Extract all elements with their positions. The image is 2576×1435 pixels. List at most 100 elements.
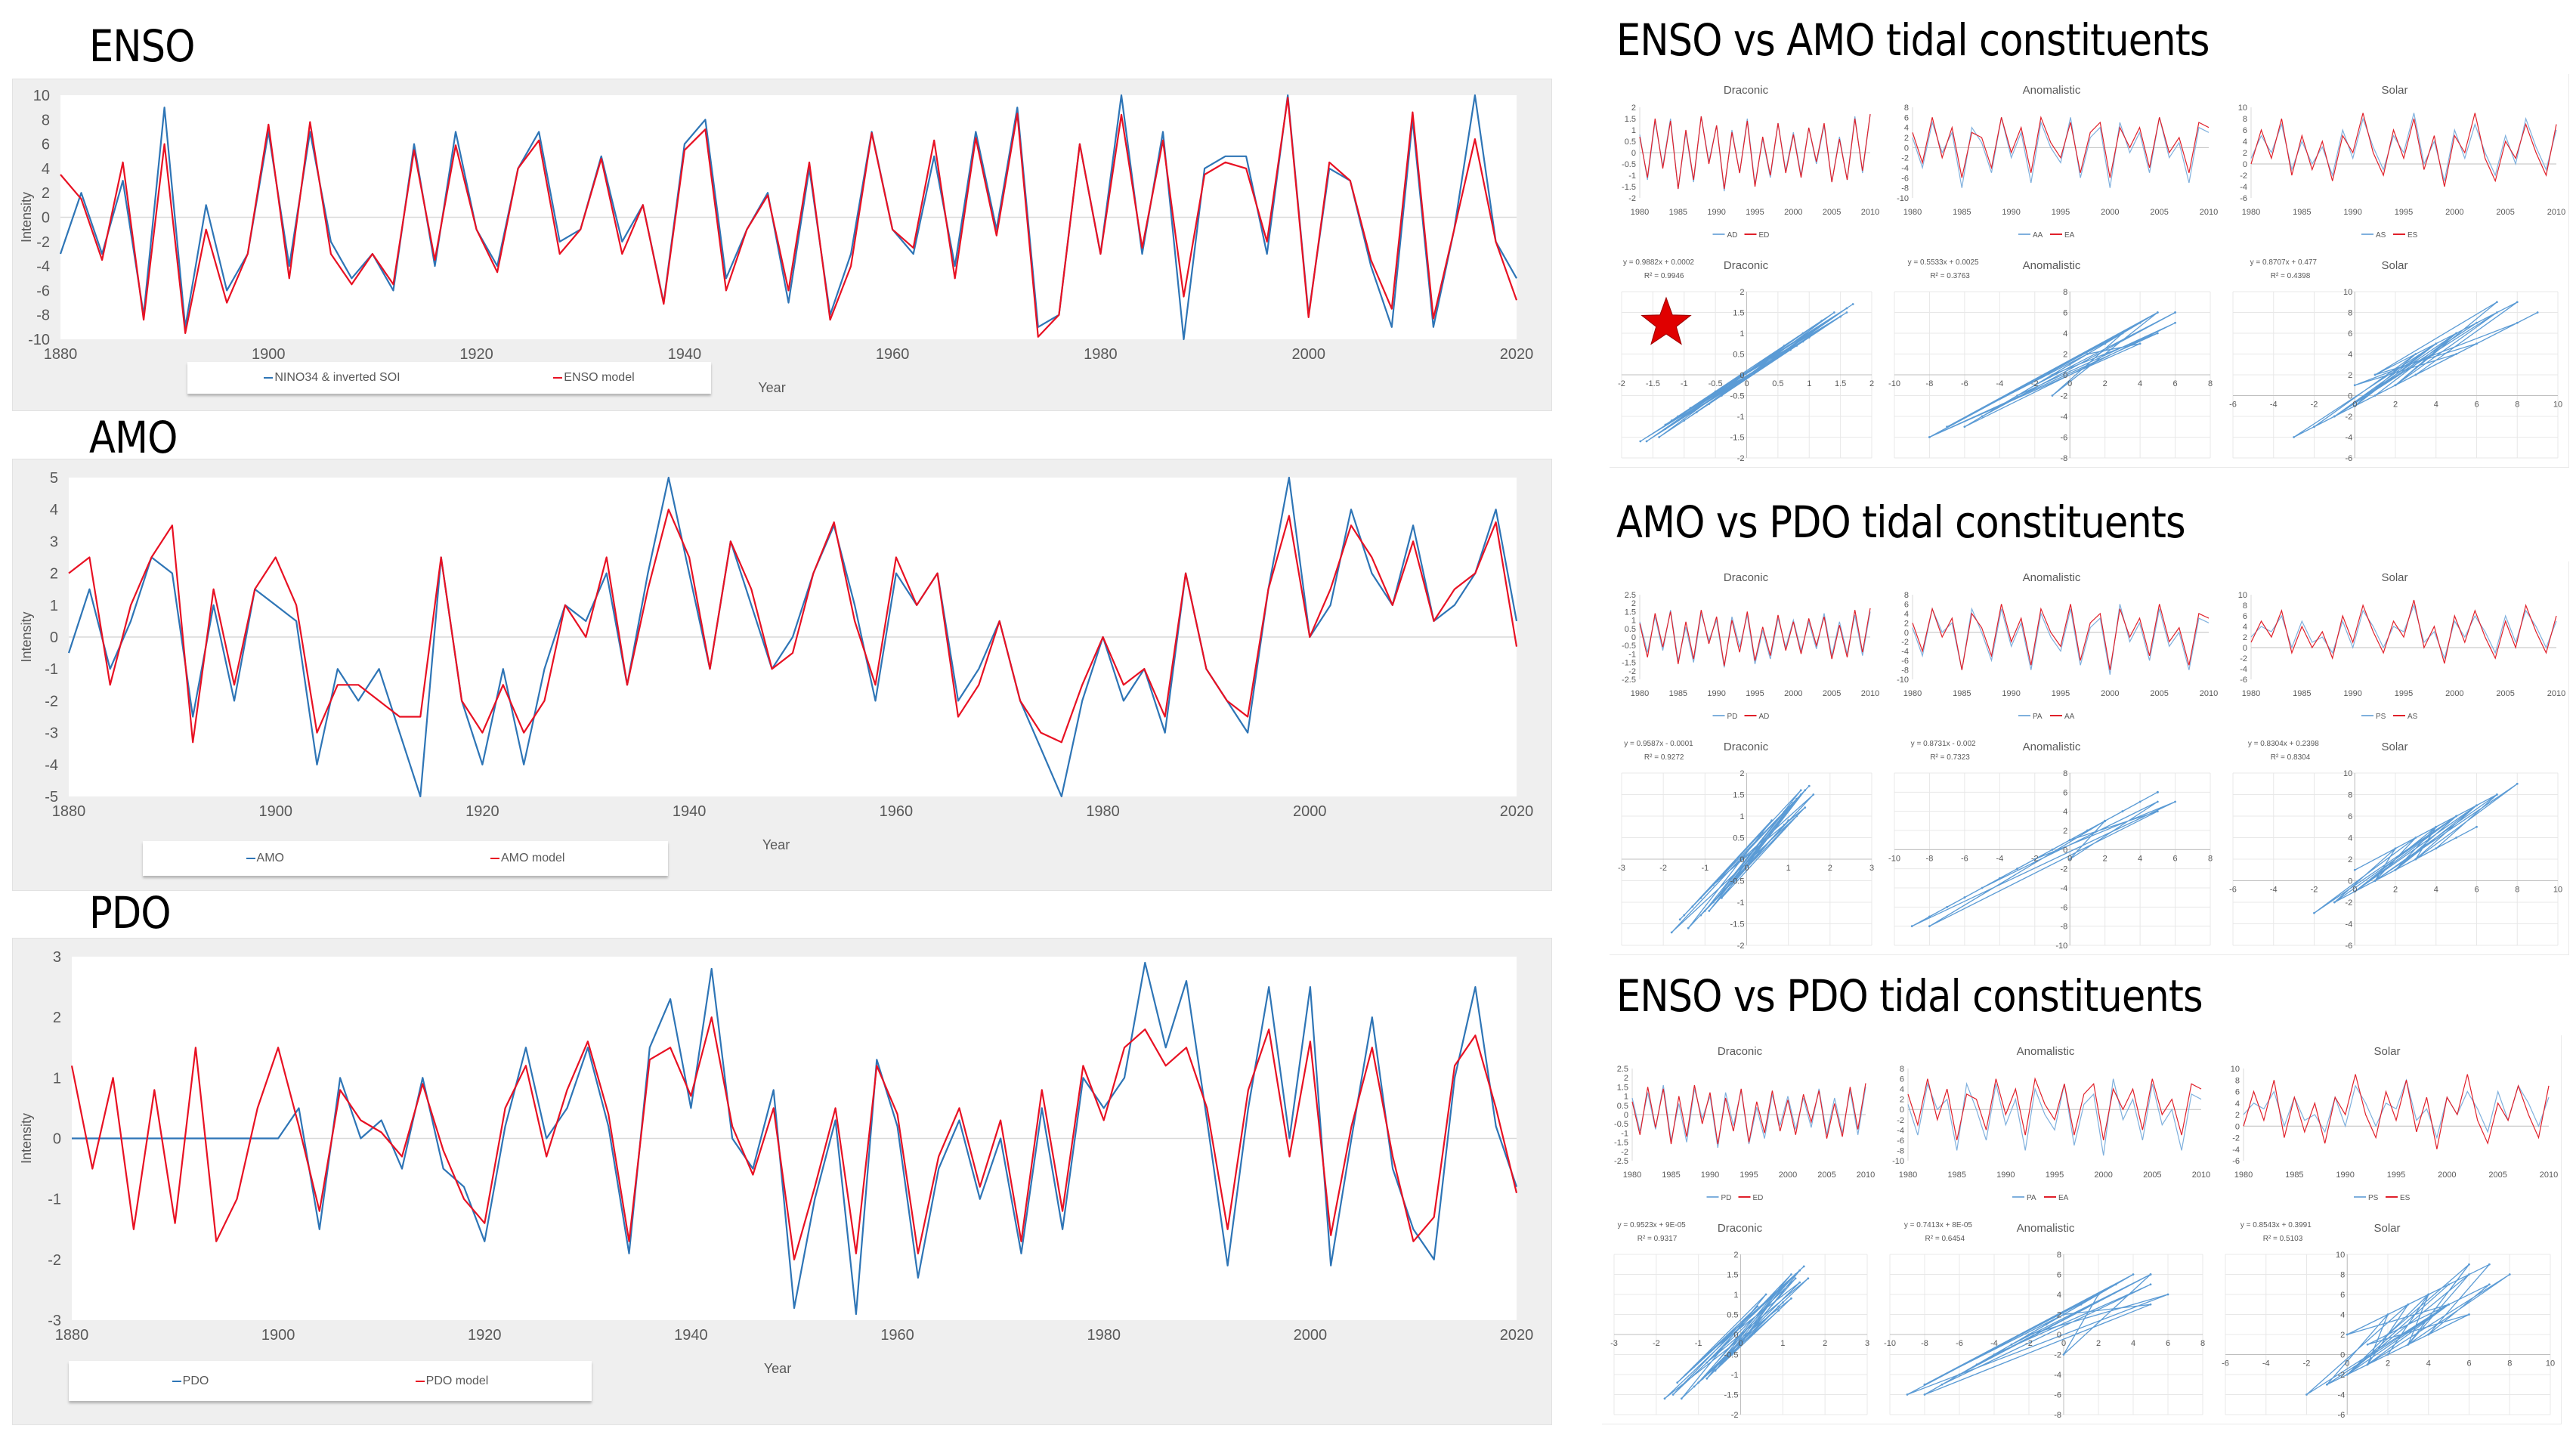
y-tick-label: 10 (33, 88, 50, 104)
y-tick-label: 0 (1631, 149, 1636, 158)
x-tick-label: 1995 (2387, 1171, 2405, 1180)
y-tick-label: 4 (2063, 808, 2067, 817)
scatter-point (1770, 819, 1773, 822)
scatter-point (1712, 901, 1715, 904)
scatter-point (1670, 931, 1673, 934)
x-tick-label: -8 (1921, 1339, 1928, 1348)
y-tick-label: 4 (2057, 1291, 2061, 1300)
r-squared: R² = 0.9272 (1644, 753, 1684, 762)
x-tick-label: 1880 (44, 346, 78, 363)
scatter-point (1923, 1393, 1926, 1396)
x-tick-label: 1985 (2293, 208, 2311, 217)
y-tick-label: -1 (1731, 1371, 1739, 1380)
trendline-equation: y = 0.5533x + 0.0025 (1908, 258, 1979, 267)
y-tick-label: 8 (2057, 1251, 2061, 1260)
amo-pdo-anomalistic-scatter: y = 0.8731x - 0.002 R² = 0.7323 Anomalisti… (1882, 729, 2222, 955)
scatter-point (2068, 363, 2071, 366)
scatter-point (1812, 793, 1815, 796)
y-tick-label: -10 (2055, 942, 2067, 951)
y-axis-label: Intensity (19, 611, 34, 662)
x-tick-label: 3 (1865, 1339, 1869, 1348)
amo-pdo-solar-scatter: y = 0.8304x + 0.2398 R² = 0.8304 Solar -6 -4… (2221, 729, 2569, 955)
y-tick-label: -2 (1628, 667, 1636, 676)
scatter-point (2313, 911, 2315, 914)
y-tick-label: 0 (2348, 877, 2352, 886)
scatter-point (2068, 858, 2071, 861)
x-tick-label: 6 (2474, 401, 2479, 410)
x-tick-label: -4 (2262, 1359, 2270, 1369)
scatter-point (2068, 839, 2071, 842)
chart-title: Draconic (1724, 84, 1769, 97)
y-tick-label: -0.5 (1730, 392, 1745, 401)
x-tick-label: -0.5 (1709, 379, 1723, 388)
x-tick-label: 4 (2434, 401, 2438, 410)
scatter-point (1804, 806, 1807, 809)
y-tick-label: -2 (1628, 194, 1636, 203)
trendline-equation: y = 0.8543x + 0.3991 (2240, 1221, 2312, 1229)
y-tick-label: -1.5 (1730, 920, 1745, 929)
y-tick-label: -6 (36, 283, 50, 299)
scatter-point (1998, 877, 2001, 880)
scatter-point (1658, 436, 1661, 438)
scatter-point (1663, 1397, 1666, 1400)
scatter-point (2156, 810, 2159, 813)
y-tick-label: 0.5 (1733, 834, 1744, 843)
x-tick-label: 1 (1780, 1339, 1785, 1348)
chart-canvas: y = 0.8707x + 0.477 R² = 0.4398 Solar -6 -4 -… (2229, 258, 2562, 463)
scatter-point (2407, 1343, 2410, 1346)
scatter-point (1832, 311, 1835, 314)
scatter-point (1708, 910, 1711, 912)
scatter-point (2488, 1263, 2491, 1266)
x-tick-label: 1980 (1903, 689, 1922, 698)
r-squared: R² = 0.9946 (1644, 272, 1684, 280)
enso-pdo-solar-scatter: y = 0.8543x + 0.3991 R² = 0.5103 Solar -6 -4… (2213, 1211, 2562, 1424)
y-tick-label: 6 (2243, 126, 2247, 135)
x-tick-label: 1980 (1084, 346, 1118, 363)
scatter-point (2414, 373, 2417, 376)
y-tick-label: -8 (1901, 666, 1909, 676)
x-tick-label: 1990 (2336, 1171, 2354, 1180)
scatter-point (2051, 373, 2054, 376)
x-tick-label: 2010 (2200, 689, 2218, 698)
observed-series-line (67, 476, 1518, 798)
legend-label: ED (1759, 231, 1770, 240)
y-tick-label: -2 (1901, 638, 1909, 647)
legend-item-observed: NINO34 & inverted SOI (264, 371, 400, 385)
y-tick-label: -0.5 (1614, 1120, 1628, 1129)
x-tick-label: 1980 (1631, 689, 1649, 698)
chart-title: Anomalistic (2017, 1222, 2075, 1235)
x-tick-label: 1920 (468, 1327, 502, 1344)
scatter-point (2516, 301, 2519, 304)
x-tick-label: -1.5 (1646, 379, 1660, 388)
y-tick-label: 1.5 (1625, 115, 1636, 124)
y-tick-label: 0.5 (1625, 625, 1636, 634)
chart-title: Solar (2381, 259, 2407, 272)
y-tick-label: -10 (1892, 1157, 1904, 1166)
scatter-point (2516, 782, 2519, 785)
y-tick-label: 4 (1900, 1085, 1904, 1094)
scatter-point (2156, 332, 2159, 335)
x-tick-label: 1990 (1707, 689, 1725, 698)
enso-amo-solar-scatter: y = 0.8707x + 0.477 R² = 0.4398 Solar -6 -4 -… (2221, 248, 2569, 468)
y-tick-label: -4 (2337, 1391, 2345, 1400)
x-tick-label: 2005 (2143, 1171, 2161, 1180)
scatter-point (1928, 436, 1931, 438)
x-tick-label: 8 (2208, 379, 2213, 388)
scatter-point (1787, 819, 1790, 822)
scatter-point (1705, 1361, 1709, 1364)
x-tick-label: -8 (1926, 379, 1934, 388)
chart-canvas: y = 0.9523x + 9E-05 R² = 0.9317 Draconic -3… (1610, 1221, 1869, 1420)
scatter-point (1683, 914, 1686, 917)
pdo-legend: PDO PDO model (69, 1361, 592, 1401)
y-tick-label: -0.5 (1730, 877, 1745, 886)
scatter-point (2455, 332, 2458, 335)
enso-amo-solar-timeseries: Solar -6 -4 -2 0 2 4 6 8 10 1980 1985 1990 1995 2000 20… (2221, 74, 2569, 249)
scatter-point (1670, 419, 1673, 422)
y-tick-label: 2 (2348, 371, 2352, 380)
y-tick-label: 0 (1631, 633, 1636, 642)
scatter-point (2373, 373, 2377, 376)
x-tick-label: 1985 (2293, 689, 2311, 698)
x-tick-label: 2020 (1500, 1327, 1534, 1344)
scatter-point (2027, 1333, 2030, 1336)
scatter-point (2516, 321, 2519, 324)
